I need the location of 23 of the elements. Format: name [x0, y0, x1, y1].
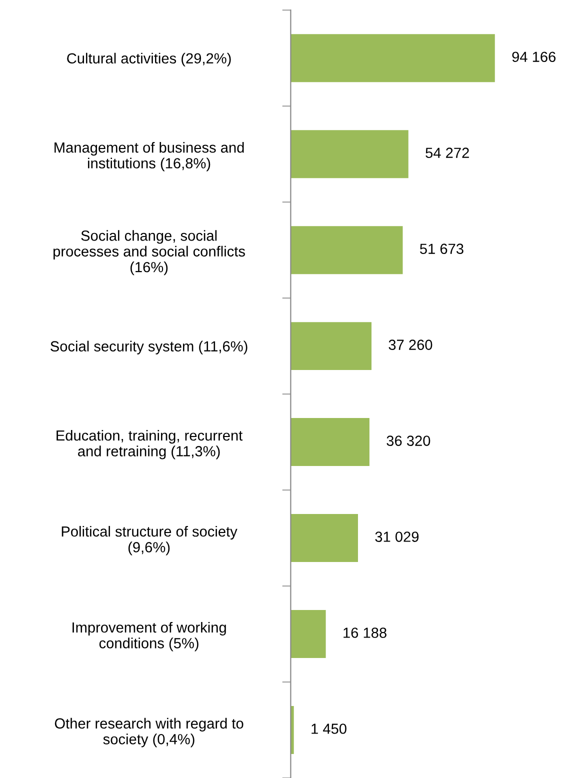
bar	[290, 514, 358, 562]
bar	[290, 418, 370, 466]
bar	[290, 610, 326, 658]
data-label: 54 272	[426, 148, 469, 158]
bar	[290, 226, 403, 274]
data-label: 94 166	[512, 52, 556, 62]
data-label: 37 260	[388, 340, 432, 350]
y-tick-label: Social security system (11,6%)	[50, 340, 248, 354]
data-label: 1 450	[312, 724, 346, 734]
y-tick-label: Cultural activities (29,2%)	[67, 52, 231, 66]
data-label: 16 188	[344, 628, 386, 638]
y-tick-label: Social change, social processes and social conflicts (16%)	[54, 230, 245, 276]
bar	[290, 34, 495, 82]
data-label: 36 320	[386, 436, 430, 446]
data-label: 51 673	[420, 244, 464, 254]
bar	[290, 322, 372, 370]
y-tick-label: Other research with regard to society (0,4%)	[54, 718, 244, 748]
y-tick-label: Education, training, recurrent and retraining (11,3%)	[56, 430, 243, 460]
y-tick-label: Improvement of working conditions (5%)	[72, 622, 226, 652]
y-tick-label: Political structure of society (9,6%)	[62, 526, 238, 556]
bar	[290, 130, 408, 178]
y-tick-label: Management of business and institutions (16,8%)	[54, 142, 244, 172]
data-label: 31 029	[375, 532, 419, 542]
